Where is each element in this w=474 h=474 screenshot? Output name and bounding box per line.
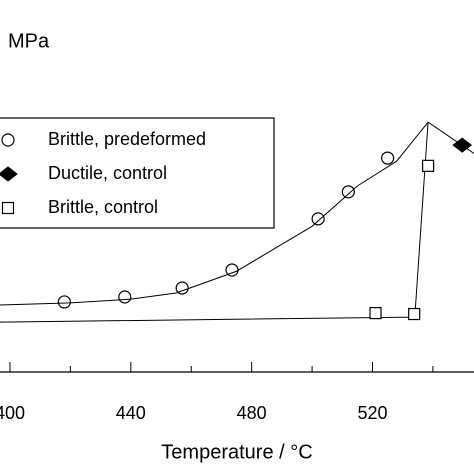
legend-label: Ductile, control — [48, 163, 167, 183]
point — [175, 281, 189, 295]
line — [0, 121, 474, 306]
point — [452, 137, 473, 153]
point — [311, 212, 325, 226]
point — [380, 151, 395, 165]
x-tick-label: 520 — [357, 403, 387, 423]
point — [408, 307, 421, 321]
point — [421, 159, 435, 172]
legend-label: Brittle, predeformed — [48, 129, 206, 149]
point — [225, 263, 239, 277]
x-tick-label: 440 — [116, 403, 146, 423]
legend-marker — [1, 133, 15, 147]
x-tick-label: 480 — [237, 403, 267, 423]
point — [369, 307, 382, 320]
legend-box — [0, 117, 275, 229]
legend-marker — [0, 166, 18, 182]
legend-marker — [1, 201, 15, 215]
y-axis-label: MPa — [8, 30, 50, 52]
x-axis-label: Temperature / °C — [161, 441, 312, 463]
point — [118, 290, 132, 304]
legend-label: Brittle, control — [48, 197, 158, 217]
point — [341, 185, 355, 199]
point — [57, 295, 71, 309]
x-tick-label: 400 — [0, 403, 25, 423]
